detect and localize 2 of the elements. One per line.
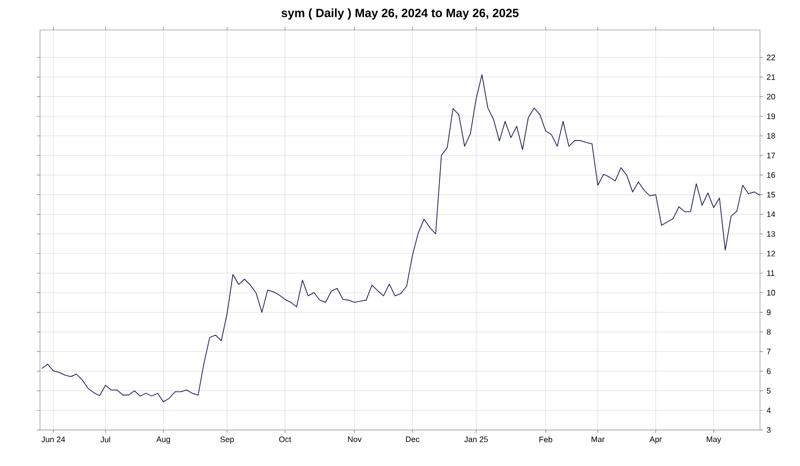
chart-title: sym ( Daily ) May 26, 2024 to May 26, 2025 [281, 8, 519, 20]
line-series [41, 74, 760, 402]
